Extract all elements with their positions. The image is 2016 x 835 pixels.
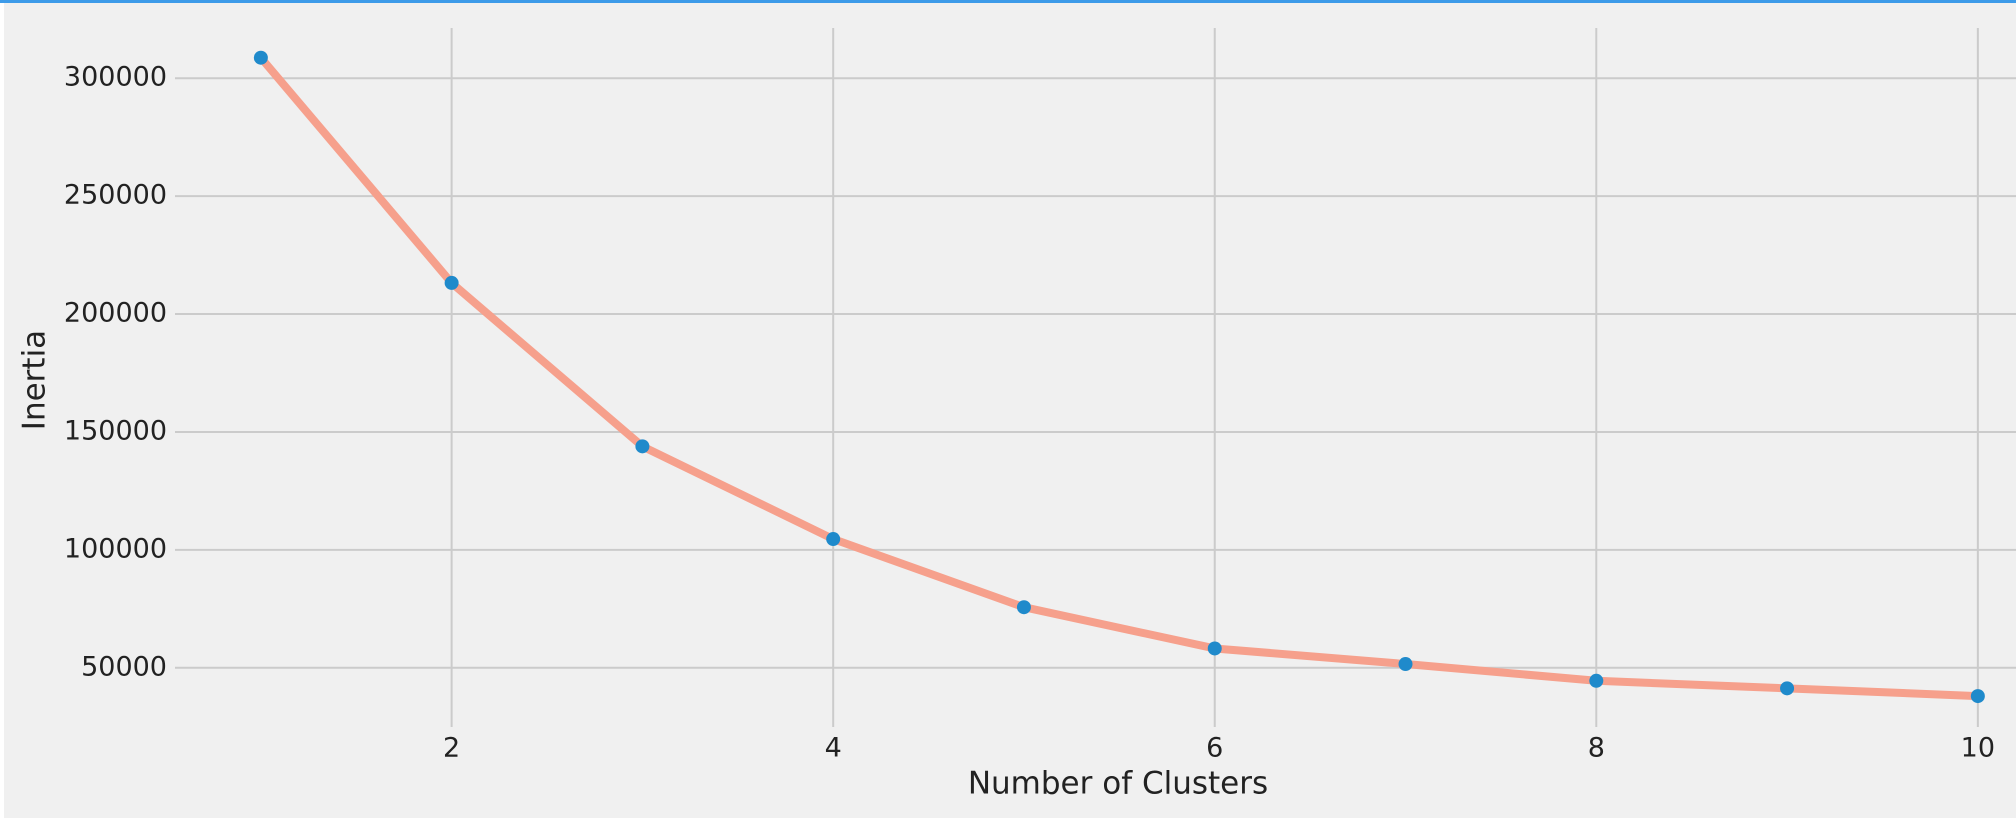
- point: [444, 275, 459, 290]
- x-tick-label: 4: [825, 733, 842, 764]
- y-tick-label: 250000: [64, 180, 167, 211]
- point: [253, 50, 268, 65]
- y-axis-label: Inertia: [17, 330, 53, 430]
- point: [1398, 657, 1413, 672]
- point: [1016, 600, 1031, 615]
- point: [826, 532, 841, 547]
- line: [257, 55, 1979, 701]
- x-tick-label: 2: [443, 733, 460, 764]
- y-tick-label: 150000: [64, 415, 167, 446]
- point: [1970, 689, 1985, 704]
- x-tick-label: 8: [1588, 733, 1605, 764]
- x-axis-label: Number of Clusters: [968, 766, 1268, 802]
- x-tick-label: 6: [1206, 733, 1223, 764]
- point: [635, 439, 650, 454]
- y-tick-label: 200000: [64, 298, 167, 329]
- point: [1589, 673, 1604, 688]
- y-tick-label: 300000: [64, 62, 167, 93]
- x-tick-label: 10: [1961, 733, 1995, 764]
- figure-background: [4, 3, 2016, 818]
- y-tick-label: 50000: [81, 651, 167, 682]
- y-tick-label: 100000: [64, 533, 167, 564]
- top-border: [0, 0, 2016, 3]
- point: [1207, 641, 1222, 656]
- point: [1780, 681, 1795, 696]
